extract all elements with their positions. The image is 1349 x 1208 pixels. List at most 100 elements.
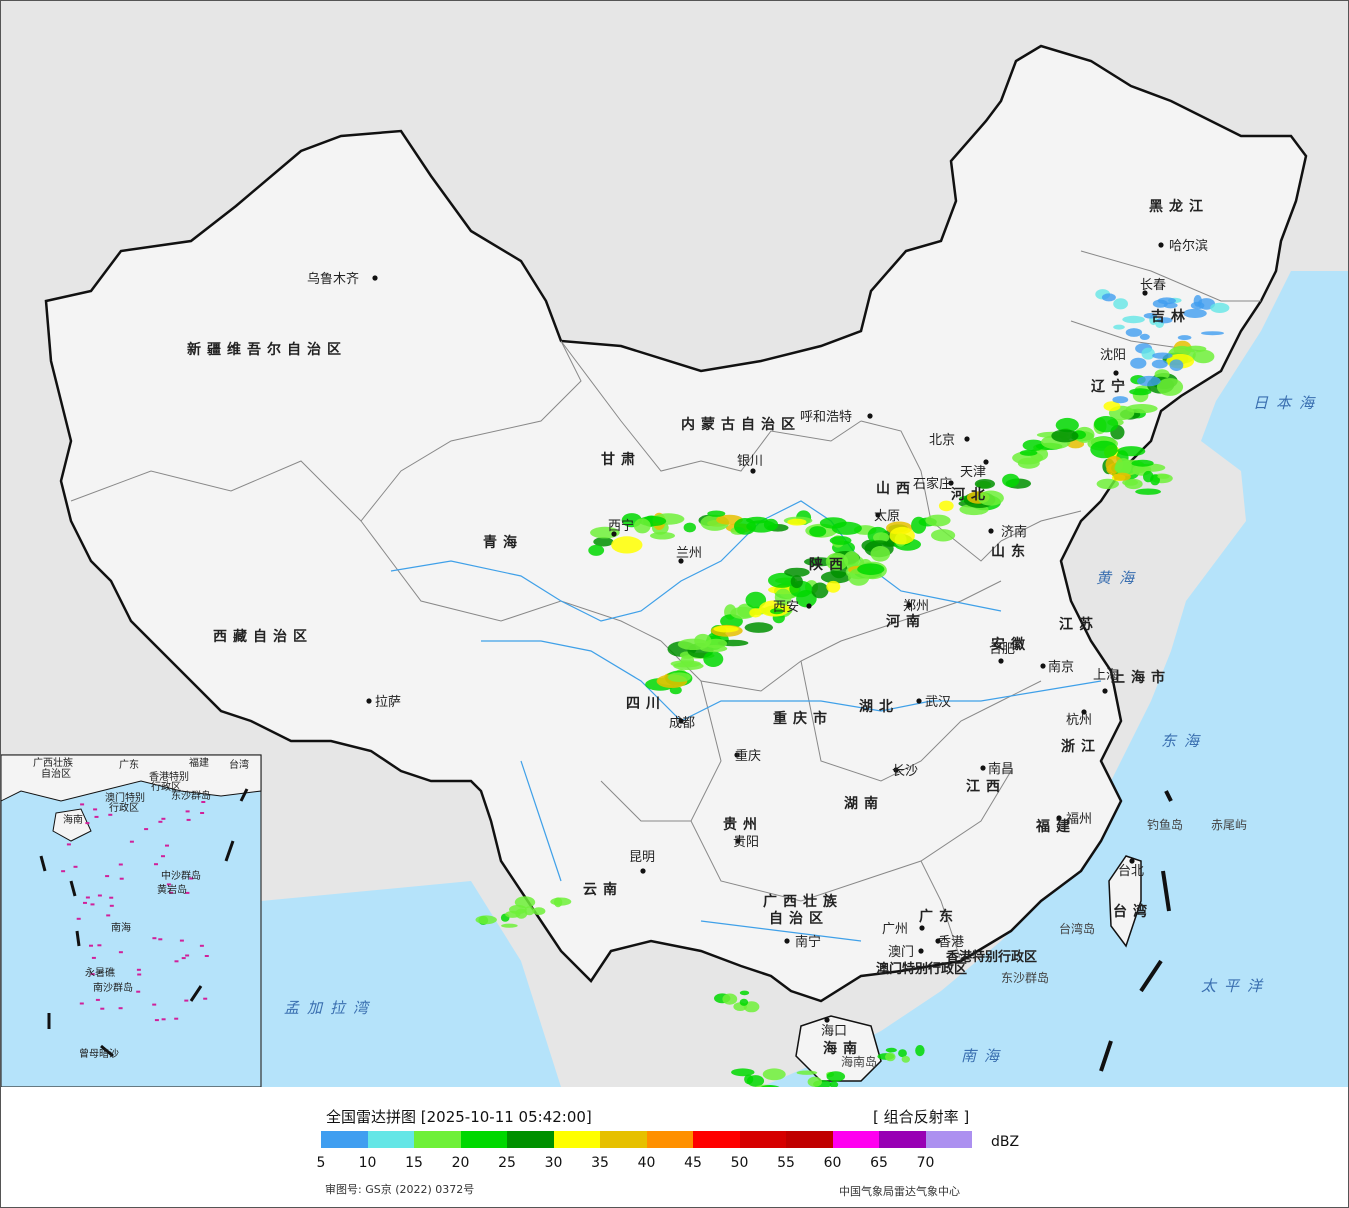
city-dot: [948, 480, 954, 486]
scale-swatch: [367, 1131, 414, 1148]
scale-swatch: [321, 1131, 368, 1148]
radar-echo: [1201, 331, 1224, 336]
province-label: 自治区: [769, 910, 829, 927]
radar-echo: [829, 536, 852, 545]
radar-echo: [1157, 474, 1170, 479]
city-label: 拉萨: [375, 695, 401, 710]
city-label: 武汉: [925, 695, 951, 710]
city-label: 成都: [669, 716, 695, 731]
city-dot: [875, 512, 881, 518]
province-label: 吉林: [1151, 308, 1191, 325]
inset-island-mark: [201, 801, 206, 803]
province-label: 湖南: [844, 795, 884, 812]
radar-map[interactable]: 广西壮族 自治区 广东 福建 台湾 海南 南海 香港特别 行政区 澳门特别 行政…: [1, 1, 1348, 1087]
inset-label: 广西壮族: [33, 756, 73, 769]
radar-echo: [1156, 317, 1173, 324]
province-label: 江苏: [1059, 616, 1099, 633]
province-labels: 新疆维吾尔自治区 西藏自治区 青海 甘肃 内蒙古自治区 黑龙江 吉林 辽宁 河北…: [187, 198, 1203, 1057]
inset-island-mark: [154, 863, 158, 866]
scale-tick-label: 15: [405, 1155, 423, 1171]
province-label: 西藏自治区: [213, 628, 313, 645]
inset-island-mark: [90, 973, 95, 976]
island-label: 钓鱼岛: [1147, 817, 1183, 832]
radar-echo: [1177, 335, 1192, 341]
city-label: 石家庄: [913, 476, 952, 492]
radar-echo: [475, 915, 497, 925]
radar-echo: [870, 546, 891, 562]
scale-tick-label: 35: [591, 1155, 609, 1171]
radar-echo: [1113, 298, 1128, 310]
inset-label: 东沙群岛: [171, 789, 211, 802]
inset-island-mark: [118, 863, 123, 866]
inset-label: 广东: [119, 758, 139, 771]
inset-island-mark: [152, 1003, 157, 1006]
inset-island-mark: [154, 1019, 159, 1022]
inset-island-mark: [93, 808, 98, 811]
province-label: 甘肃: [601, 451, 641, 468]
radar-echo: [1022, 439, 1045, 451]
inset-island-mark: [79, 1002, 84, 1005]
south-china-sea-inset: 广西壮族 自治区 广东 福建 台湾 海南 南海 香港特别 行政区 澳门特别 行政…: [1, 754, 262, 1087]
map-canvas: 广西壮族 自治区 广东 福建 台湾 海南 南海 香港特别 行政区 澳门特别 行政…: [1, 44, 1348, 1087]
radar-echo: [885, 1052, 896, 1062]
inset-label: 香港特别: [149, 771, 189, 783]
inset-island-mark: [76, 917, 81, 920]
city-dot: [906, 602, 912, 608]
radar-echo: [669, 685, 682, 695]
maritime-boundary: [1099, 790, 1173, 1072]
city-label: 长沙: [892, 764, 918, 779]
radar-echo: [762, 1068, 786, 1081]
radar-echo: [768, 572, 796, 588]
city-label: 香港: [938, 935, 964, 950]
city-dot: [1113, 370, 1119, 376]
inset-label: 福建: [189, 756, 209, 769]
inset-island-mark: [100, 1007, 105, 1010]
city-dot: [919, 925, 925, 931]
inset-label: 行政区: [151, 780, 181, 793]
radar-echo: [901, 1055, 910, 1063]
city-dot: [734, 752, 740, 758]
taiwan-island: [1108, 855, 1142, 948]
inset-label: 台湾: [229, 758, 249, 771]
radar-echo: [938, 500, 954, 512]
inset-label: 南沙群岛: [93, 981, 133, 994]
radar-echo: [744, 622, 773, 633]
inset-island-mark: [90, 903, 95, 906]
map-approval-number: 审图号: GS京 (2022) 0372号: [325, 1183, 475, 1196]
province-label: 山西: [876, 481, 916, 497]
province-label: 青海: [483, 534, 523, 551]
scale-tick-label: 55: [777, 1155, 795, 1171]
scale-tick-label: 40: [637, 1155, 656, 1171]
city-label: 昆明: [629, 850, 655, 865]
scale-swatch: [646, 1131, 693, 1148]
inset-island-mark: [199, 944, 204, 947]
radar-echo: [1112, 396, 1129, 404]
sea-area-bengal: [261, 881, 561, 1087]
province-label: 云南: [583, 881, 623, 898]
radar-echo: [931, 529, 956, 542]
sea-label: 南海: [961, 1047, 1007, 1065]
province-label: 澳门特别行政区: [876, 961, 967, 977]
radar-echo: [809, 526, 827, 537]
inset-island-mark: [144, 828, 149, 831]
radar-echo: [784, 567, 810, 577]
radar-echo: [650, 531, 675, 540]
inset-island-mark: [184, 999, 189, 1002]
city-dot: [784, 938, 790, 944]
inset-label: 澳门特别: [105, 791, 145, 804]
province-label: 浙江: [1061, 738, 1101, 755]
province-label: 海南: [823, 1040, 863, 1057]
city-dot: [806, 603, 812, 609]
radar-echo: [1103, 401, 1121, 412]
city-dot: [372, 275, 378, 281]
radar-echo: [739, 998, 749, 1006]
radar-echo: [707, 510, 726, 517]
scale-swatch: [739, 1131, 786, 1148]
inset-island-mark: [169, 891, 174, 894]
inset-island-mark: [73, 865, 78, 868]
province-label: 安徽: [991, 636, 1031, 653]
inset-island-mark: [105, 875, 110, 878]
radar-echo: [553, 897, 563, 908]
radar-echo: [1094, 416, 1119, 433]
